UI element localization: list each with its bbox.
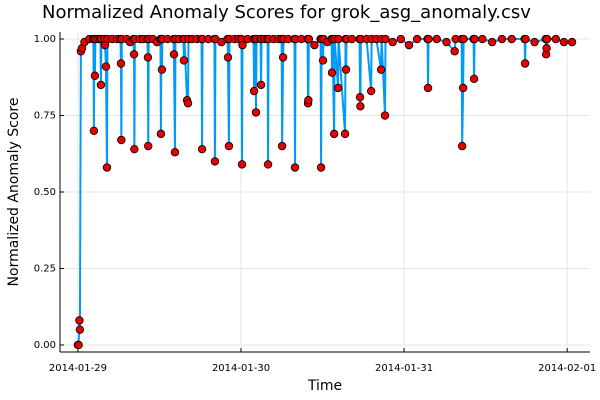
point [521,34,530,44]
point [223,53,233,62]
point [143,53,153,62]
y-tick-label: 0.25 [34,263,56,274]
point [329,129,339,139]
point [507,34,516,44]
point [347,34,357,44]
point [117,135,126,145]
chart-title: Normalized Anomaly Scores for grok_asg_a… [42,2,531,23]
point [157,65,167,74]
y-axis-label: Normalized Anomaly Score [6,98,22,287]
point [355,92,365,102]
point [290,163,300,172]
point [238,40,247,50]
point [380,111,390,120]
point [396,34,406,44]
point [224,141,234,151]
point [169,50,179,59]
point [89,126,99,136]
point [497,34,507,44]
point [210,157,220,166]
point [424,34,433,44]
point [334,34,343,44]
x-tick-label: 2014-02-01 [538,363,596,374]
point [263,160,273,169]
point [316,163,326,172]
point [366,86,376,96]
point [469,74,479,84]
point [304,34,314,44]
point [542,34,552,44]
point [144,141,153,151]
point [542,44,551,53]
point [75,325,85,334]
point [341,65,351,74]
point [376,65,386,74]
point [197,144,207,154]
point [559,37,569,47]
point [356,102,365,111]
point [102,163,112,172]
point [183,99,193,108]
point [130,144,139,154]
point [567,37,577,47]
point [487,37,497,47]
point [156,129,166,139]
point [340,129,350,139]
point [412,34,422,44]
point [458,83,468,93]
point [450,47,459,56]
point [470,34,479,44]
point [277,141,287,151]
point [530,37,539,47]
point [278,53,288,62]
point [96,80,106,90]
point [75,316,84,325]
point [432,34,441,44]
point [457,141,467,151]
point [249,86,259,96]
point [388,37,397,47]
y-tick-label: 0.50 [34,187,56,198]
point [179,56,189,65]
point [237,160,247,169]
point [90,71,100,80]
y-tick-label: 0.75 [34,111,56,122]
point [478,34,487,44]
point [459,34,468,44]
point [520,59,530,68]
point [423,83,433,93]
point [310,40,319,50]
point [318,56,328,65]
point [442,37,451,47]
point [256,80,266,90]
point [129,50,139,59]
point [170,148,180,157]
point [101,62,111,71]
point [404,40,414,50]
point [327,68,337,77]
x-tick-label: 2014-01-29 [49,363,107,374]
x-tick-label: 2014-01-31 [375,363,433,374]
x-tick-label: 2014-01-30 [212,363,270,374]
y-tick-label: 1.00 [34,34,56,45]
y-tick-label: 0.00 [34,340,56,351]
point [333,83,343,93]
point [251,108,261,117]
x-axis-label: Time [307,378,342,394]
point [116,59,126,68]
point [74,340,83,350]
point [304,96,313,105]
point [551,34,560,44]
point [381,34,390,44]
